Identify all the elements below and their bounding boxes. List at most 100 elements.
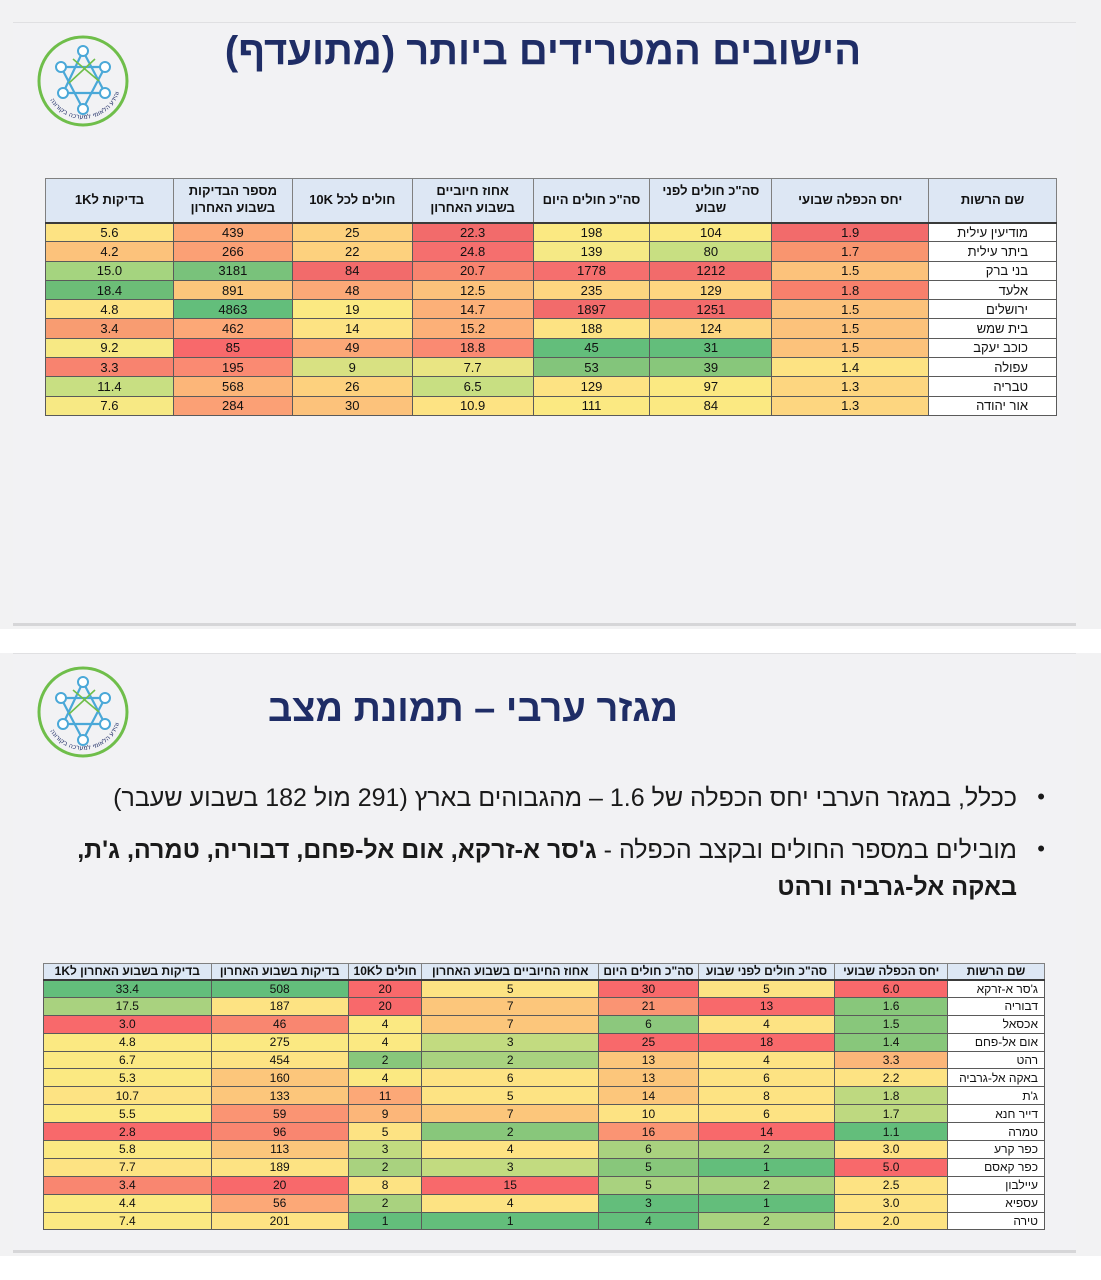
table-cell: 2 (697, 1175, 836, 1195)
table-cell: 3.0 (43, 1014, 212, 1034)
locality-name-cell: עפולה (928, 357, 1057, 378)
table-cell: 15 (421, 1175, 600, 1195)
table-cell: 1212 (649, 260, 773, 281)
table-cell: 96 (210, 1122, 349, 1142)
locality-name-cell: טירה (947, 1211, 1045, 1231)
table-cell: 284 (172, 395, 293, 416)
locality-name-cell: אכסאל (947, 1014, 1045, 1034)
column-header: אחוז חיוביים בשבוע האחרון (411, 178, 534, 224)
table-cell: 4 (598, 1211, 699, 1231)
table-cell: 129 (649, 279, 773, 301)
table-row: בית שמש 1.5 124 188 15.2 14 462 3.4 (45, 318, 1057, 339)
table-cell: 1.4 (771, 357, 930, 378)
table-cell: 3.3 (834, 1050, 949, 1070)
table-cell: 1.5 (771, 260, 930, 281)
table-cell: 5.0 (834, 1157, 949, 1177)
table-cell: 22.3 (411, 221, 534, 243)
table-cell: 13 (598, 1050, 699, 1070)
table-cell: 129 (532, 376, 651, 397)
table-cell: 21 (598, 996, 699, 1016)
locality-name-cell: דייר חנא (947, 1104, 1045, 1124)
table-cell: 5 (421, 1086, 600, 1106)
locality-name-cell: באקה אל-גרביה (947, 1068, 1045, 1088)
slide-title: מגזר ערבי – תמונת מצב (267, 688, 679, 730)
table-cell: 49 (291, 337, 413, 359)
column-header: סה"כ חולים היום (598, 963, 699, 981)
locality-name-cell: רהט (947, 1050, 1045, 1070)
table-row: אור יהודה 1.3 84 111 10.9 30 284 7.6 (45, 395, 1057, 416)
table-cell: 160 (210, 1068, 349, 1088)
slide-priority-localities: מרכז המידע והידע הלאומי למערכה בקורונה ה… (13, 22, 1076, 626)
table-header-row: שם הרשות יחס הכפלה שבועי סה"כ חולים לפני… (45, 178, 1057, 224)
bullet-item: • ככלל, במגזר הערבי יחס הכפלה של 1.6 – מ… (71, 780, 1051, 818)
table-cell: 15.0 (45, 260, 174, 281)
table-cell: 97 (649, 376, 773, 397)
table-row: כפר קאסם 5.0 1 5 3 2 189 7.7 (43, 1157, 1045, 1177)
table-cell: 266 (172, 241, 293, 262)
corona-info-center-logo: מרכז המידע והידע הלאומי למערכה בקורונה (31, 658, 133, 764)
table-cell: 4 (697, 1050, 836, 1070)
table-cell: 25 (598, 1032, 699, 1052)
table-cell: 201 (210, 1211, 349, 1231)
table-cell: 33.4 (43, 979, 212, 998)
locality-name-cell: כפר קאסם (947, 1157, 1045, 1177)
table-cell: 7.7 (411, 357, 534, 378)
table-cell: 9 (291, 357, 413, 378)
table-cell: 48 (291, 279, 413, 301)
table-cell: 31 (649, 337, 773, 359)
table-cell: 46 (210, 1014, 349, 1034)
table-cell: 104 (649, 221, 773, 243)
table-row: אלעד 1.8 129 235 12.5 48 891 18.4 (45, 279, 1057, 301)
table-cell: 3.4 (43, 1175, 212, 1195)
table-cell: 13 (598, 1068, 699, 1088)
table-cell: 10 (598, 1104, 699, 1124)
table-cell: 84 (649, 395, 773, 416)
table-cell: 3 (598, 1193, 699, 1213)
table-cell: 1.7 (834, 1104, 949, 1124)
table-row: ג'סר א-זרקא 6.0 5 30 5 20 508 33.4 (43, 979, 1045, 998)
table-row: באקה אל-גרביה 2.2 6 13 6 4 160 5.3 (43, 1068, 1045, 1088)
table-cell: 4 (421, 1193, 600, 1213)
table-cell: 6 (598, 1014, 699, 1034)
table-cell: 22 (291, 241, 413, 262)
locality-name-cell: דבוריה (947, 996, 1045, 1016)
table-cell: 16 (598, 1122, 699, 1142)
bullet-list: • ככלל, במגזר הערבי יחס הכפלה של 1.6 – מ… (71, 780, 1051, 921)
table-cell: 7.7 (43, 1157, 212, 1177)
locality-name-cell: בני ברק (928, 260, 1057, 281)
table-cell: 17.5 (43, 996, 212, 1016)
slide-arab-sector: מרכז המידע והידע הלאומי למערכה בקורונה מ… (13, 653, 1076, 1253)
table-cell: 1.5 (771, 318, 930, 339)
table-cell: 1.5 (771, 337, 930, 359)
column-header: סה"כ חולים לפני שבוע (649, 178, 773, 224)
table-cell: 56 (210, 1193, 349, 1213)
table-cell: 4 (347, 1032, 423, 1052)
table-row: טמרה 1.1 14 16 2 5 96 2.8 (43, 1122, 1045, 1142)
table-cell: 18.8 (411, 337, 534, 359)
table-cell: 1.3 (771, 395, 930, 416)
table-cell: 12.5 (411, 279, 534, 301)
table-cell: 24.8 (411, 241, 534, 262)
table-cell: 4 (347, 1014, 423, 1034)
table-cell: 4 (697, 1014, 836, 1034)
table-cell: 4.4 (43, 1193, 212, 1213)
table-cell: 53 (532, 357, 651, 378)
table-cell: 275 (210, 1032, 349, 1052)
table-row: בני ברק 1.5 1212 1778 20.7 84 3181 15.0 (45, 260, 1057, 281)
table-cell: 2 (347, 1050, 423, 1070)
column-header: מספר הבדיקות בשבוע האחרון (172, 178, 293, 224)
table-cell: 6 (697, 1104, 836, 1124)
table-cell: 568 (172, 376, 293, 397)
bullet-dot-icon: • (1037, 835, 1045, 861)
table-cell: 13 (697, 996, 836, 1016)
arab-sector-table: שם הרשות יחס הכפלה שבועי סה"כ חולים לפני… (43, 963, 1045, 1231)
table-cell: 3 (347, 1140, 423, 1159)
table-cell: 3.0 (834, 1140, 949, 1159)
column-header: יחס הכפלה שבועי (834, 963, 949, 981)
table-cell: 2 (347, 1157, 423, 1177)
table-cell: 139 (532, 241, 651, 262)
table-row: טירה 2.0 2 4 1 1 201 7.4 (43, 1211, 1045, 1231)
table-cell: 891 (172, 279, 293, 301)
table-cell: 2.0 (834, 1211, 949, 1231)
table-cell: 1.6 (834, 996, 949, 1016)
